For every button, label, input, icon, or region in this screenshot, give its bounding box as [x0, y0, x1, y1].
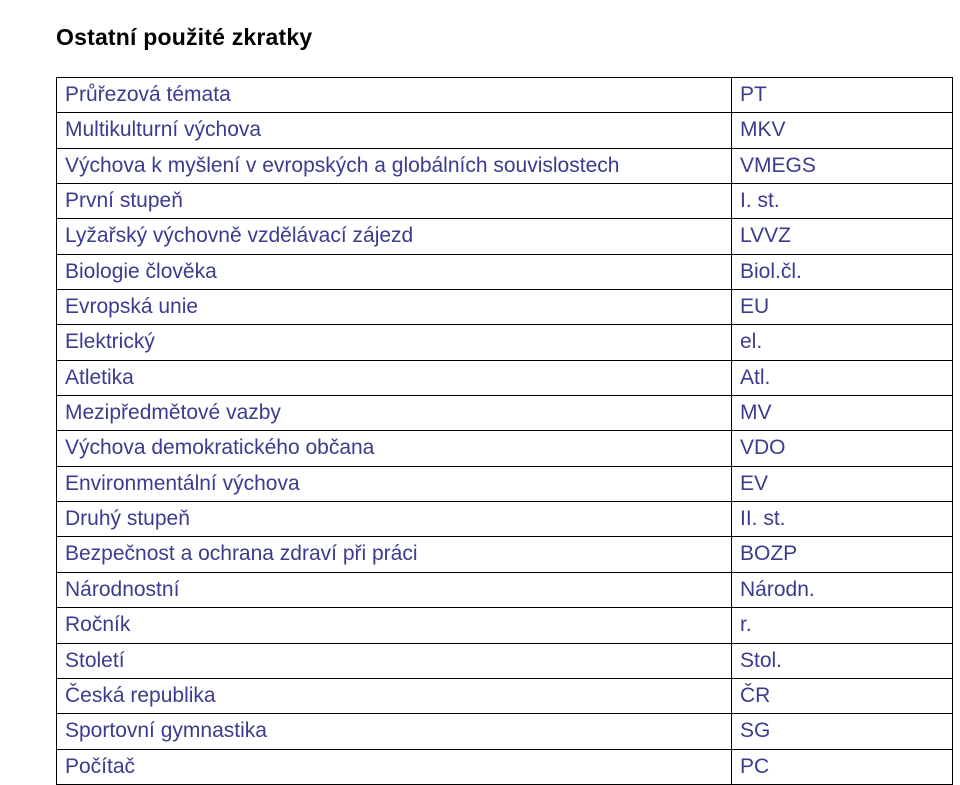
table-row: AtletikaAtl.	[57, 360, 953, 395]
table-row: Druhý stupeňII. st.	[57, 502, 953, 537]
term-cell: Evropská unie	[57, 290, 732, 325]
table-row: Evropská unieEU	[57, 290, 953, 325]
abbr-cell: MKV	[732, 113, 953, 148]
term-cell: První stupeň	[57, 184, 732, 219]
abbr-cell: r.	[732, 608, 953, 643]
page: Ostatní použité zkratky Průřezová témata…	[0, 0, 960, 785]
abbr-cell: Atl.	[732, 360, 953, 395]
term-cell: Česká republika	[57, 678, 732, 713]
abbr-cell: el.	[732, 325, 953, 360]
abbr-cell: PT	[732, 78, 953, 113]
table-row: Mezipředmětové vazbyMV	[57, 396, 953, 431]
table-row: Sportovní gymnastikaSG	[57, 714, 953, 749]
term-cell: Lyžařský výchovně vzdělávací zájezd	[57, 219, 732, 254]
abbreviations-table: Průřezová témataPTMultikulturní výchovaM…	[56, 77, 953, 785]
abbr-cell: SG	[732, 714, 953, 749]
page-heading: Ostatní použité zkratky	[56, 24, 920, 51]
abbr-cell: Národn.	[732, 572, 953, 607]
term-cell: Atletika	[57, 360, 732, 395]
table-row: Průřezová témataPT	[57, 78, 953, 113]
table-row: Elektrickýel.	[57, 325, 953, 360]
table-row: Biologie člověkaBiol.čl.	[57, 254, 953, 289]
table-row: Lyžařský výchovně vzdělávací zájezdLVVZ	[57, 219, 953, 254]
term-cell: Výchova demokratického občana	[57, 431, 732, 466]
abbr-cell: VMEGS	[732, 148, 953, 183]
term-cell: Bezpečnost a ochrana zdraví při práci	[57, 537, 732, 572]
term-cell: Sportovní gymnastika	[57, 714, 732, 749]
table-row: Výchova demokratického občanaVDO	[57, 431, 953, 466]
term-cell: Výchova k myšlení v evropských a globáln…	[57, 148, 732, 183]
abbr-cell: BOZP	[732, 537, 953, 572]
abbr-cell: Biol.čl.	[732, 254, 953, 289]
term-cell: Století	[57, 643, 732, 678]
term-cell: Environmentální výchova	[57, 466, 732, 501]
abbr-cell: Stol.	[732, 643, 953, 678]
table-body: Průřezová témataPTMultikulturní výchovaM…	[57, 78, 953, 785]
table-row: NárodnostníNárodn.	[57, 572, 953, 607]
term-cell: Elektrický	[57, 325, 732, 360]
table-row: StoletíStol.	[57, 643, 953, 678]
term-cell: Mezipředmětové vazby	[57, 396, 732, 431]
term-cell: Multikulturní výchova	[57, 113, 732, 148]
table-row: Multikulturní výchovaMKV	[57, 113, 953, 148]
table-row: PočítačPC	[57, 749, 953, 784]
table-row: Ročníkr.	[57, 608, 953, 643]
term-cell: Průřezová témata	[57, 78, 732, 113]
table-row: Bezpečnost a ochrana zdraví při práciBOZ…	[57, 537, 953, 572]
table-row: Výchova k myšlení v evropských a globáln…	[57, 148, 953, 183]
abbr-cell: ČR	[732, 678, 953, 713]
term-cell: Ročník	[57, 608, 732, 643]
abbr-cell: VDO	[732, 431, 953, 466]
table-row: Environmentální výchovaEV	[57, 466, 953, 501]
table-row: Česká republikaČR	[57, 678, 953, 713]
table-row: První stupeňI. st.	[57, 184, 953, 219]
abbr-cell: EU	[732, 290, 953, 325]
abbr-cell: PC	[732, 749, 953, 784]
term-cell: Druhý stupeň	[57, 502, 732, 537]
abbr-cell: LVVZ	[732, 219, 953, 254]
term-cell: Počítač	[57, 749, 732, 784]
abbr-cell: MV	[732, 396, 953, 431]
abbr-cell: II. st.	[732, 502, 953, 537]
term-cell: Biologie člověka	[57, 254, 732, 289]
term-cell: Národnostní	[57, 572, 732, 607]
abbr-cell: I. st.	[732, 184, 953, 219]
abbr-cell: EV	[732, 466, 953, 501]
